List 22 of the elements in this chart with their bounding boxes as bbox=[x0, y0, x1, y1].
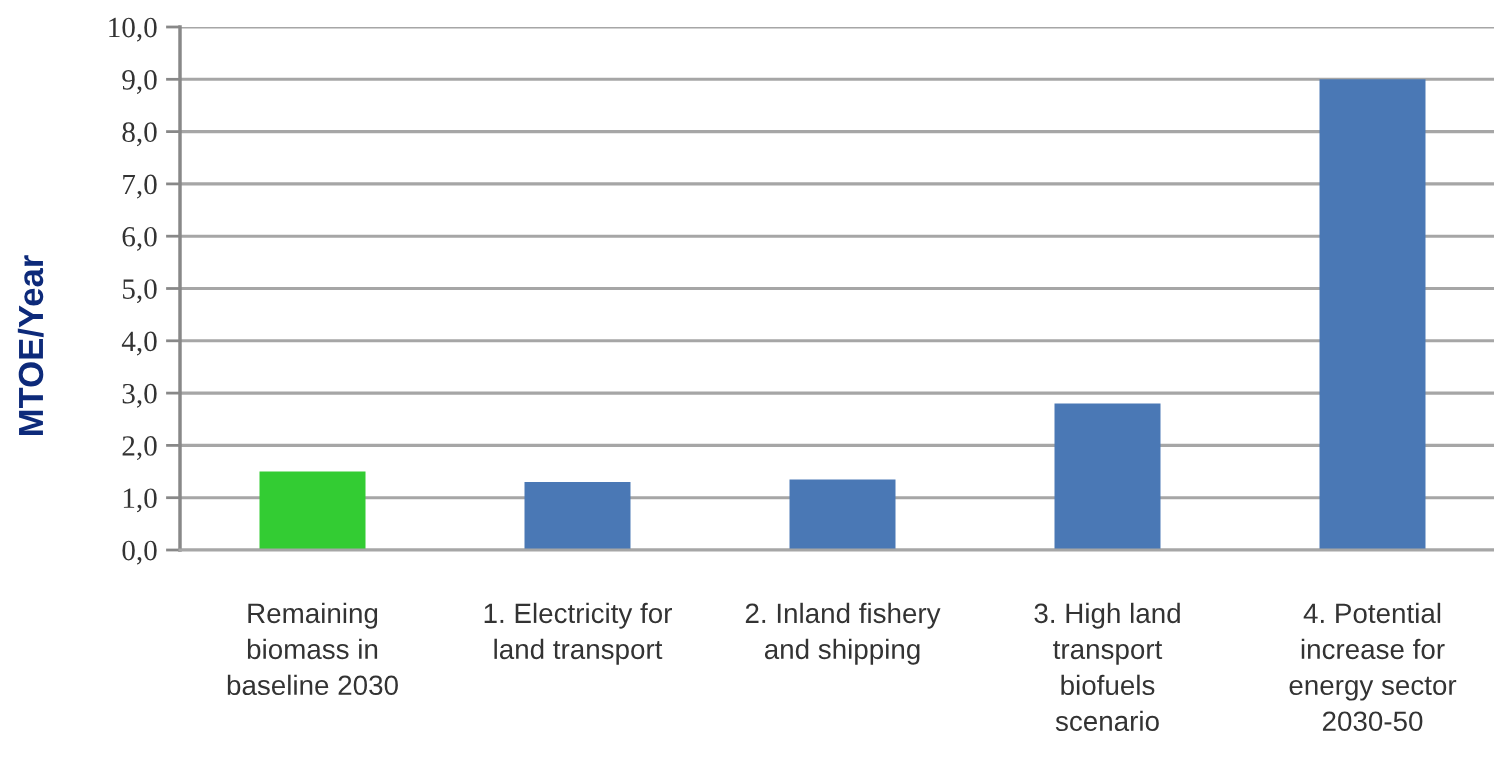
y-tick-label: 4,0 bbox=[121, 331, 157, 356]
bar bbox=[1054, 403, 1161, 550]
y-tick-label: 5,0 bbox=[123, 279, 157, 304]
bar bbox=[524, 482, 631, 550]
x-tick-label: 1. Electricity for land transport bbox=[484, 602, 672, 665]
y-tick-label: 3,0 bbox=[122, 383, 157, 408]
y-tick-label: 7,0 bbox=[123, 174, 157, 199]
bar bbox=[1319, 79, 1426, 550]
y-tick-label: 9,0 bbox=[122, 70, 157, 94]
x-tick-label: 2. Inland fishery and shipping bbox=[745, 602, 941, 665]
y-tick-label: 2,0 bbox=[122, 436, 157, 460]
y-tick-label: 8,0 bbox=[122, 122, 157, 147]
y-axis-title: MTOE/Year bbox=[17, 255, 44, 436]
bar bbox=[259, 471, 366, 550]
y-tick-label: 6,0 bbox=[122, 226, 157, 251]
x-tick-label: 3. High land transport biofuels scenario bbox=[1034, 602, 1180, 732]
y-tick-label: 0,0 bbox=[122, 540, 157, 565]
y-tick-label: 10,0 bbox=[109, 17, 157, 42]
y-tick-label: 1,0 bbox=[123, 488, 157, 513]
x-tick-label: 4. Potential increase for energy sector 2030-50 bbox=[1289, 602, 1457, 732]
bar bbox=[789, 479, 896, 550]
x-tick-label: Remaining biomass in baseline 2030 bbox=[227, 602, 398, 696]
